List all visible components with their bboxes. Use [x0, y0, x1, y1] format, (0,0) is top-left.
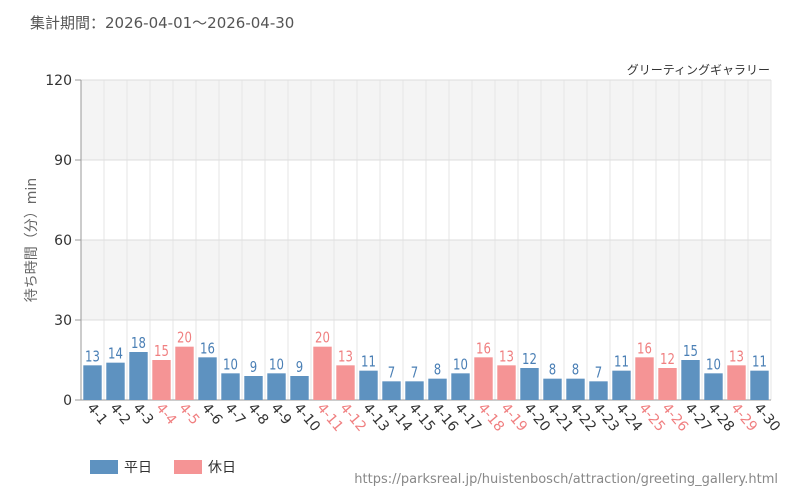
bar-value-label: 11: [361, 354, 376, 371]
bar-value-label: 7: [388, 365, 395, 382]
x-tick-label: 4-7: [221, 400, 248, 428]
bar: [474, 357, 493, 400]
bar-value-label: 14: [108, 346, 123, 363]
bar: [750, 370, 769, 400]
bar-value-label: 13: [499, 349, 514, 366]
period-label: 集計期間：2026-04-01～2026-04-30: [30, 14, 295, 32]
bar-value-label: 10: [223, 357, 238, 374]
y-tick-label: 120: [45, 73, 72, 89]
bar: [359, 370, 378, 400]
legend-label-holiday: 休日: [208, 460, 236, 476]
bar: [658, 368, 677, 400]
legend-item-weekday: 平日: [90, 457, 152, 477]
bar-value-label: 15: [154, 344, 169, 361]
bar-value-label: 8: [549, 362, 556, 379]
legend-swatch-holiday: [174, 460, 202, 474]
x-tick-label: 4-3: [129, 400, 156, 428]
bar: [221, 373, 240, 400]
bar-value-label: 7: [595, 365, 602, 382]
bar: [313, 346, 332, 400]
source-url[interactable]: https://parksreal.jp/huistenbosch/attrac…: [354, 472, 778, 487]
bar-value-label: 16: [200, 341, 215, 358]
bar-value-label: 8: [434, 362, 441, 379]
bar: [635, 357, 654, 400]
bar-value-label: 12: [522, 352, 537, 369]
bar-value-label: 18: [131, 336, 146, 353]
bar: [543, 378, 562, 400]
x-tick-label: 4-8: [244, 400, 271, 428]
bar-value-label: 11: [614, 354, 629, 371]
bar: [520, 368, 539, 400]
bar: [681, 360, 700, 400]
bar: [589, 381, 608, 400]
bar: [566, 378, 585, 400]
bar: [152, 360, 171, 400]
bar: [451, 373, 470, 400]
bar: [198, 357, 217, 400]
x-tick-label: 4-9: [267, 400, 294, 428]
x-tick-label: 4-2: [106, 400, 133, 428]
bar: [267, 373, 286, 400]
bar-value-label: 8: [572, 362, 579, 379]
bar: [612, 370, 631, 400]
bar-value-label: 9: [296, 360, 303, 377]
chart-title: グリーティングギャラリー: [627, 63, 770, 77]
bar: [244, 376, 263, 400]
bar-value-label: 11: [752, 354, 767, 371]
bar-value-label: 15: [683, 344, 698, 361]
y-tick-label: 60: [54, 233, 72, 249]
bar: [727, 365, 746, 400]
bar-value-label: 9: [250, 360, 257, 377]
legend-label-weekday: 平日: [124, 460, 152, 476]
bar-value-label: 16: [637, 341, 652, 358]
y-tick-label: 90: [54, 153, 72, 169]
bar-value-label: 10: [453, 357, 468, 374]
bar: [83, 365, 102, 400]
bar: [290, 376, 309, 400]
bar: [129, 352, 148, 400]
bar: [497, 365, 516, 400]
bar-value-label: 20: [315, 330, 330, 347]
bar-value-label: 13: [338, 349, 353, 366]
y-tick-label: 30: [54, 313, 72, 329]
bar-value-label: 20: [177, 330, 192, 347]
x-tick-label: 4-4: [152, 400, 179, 428]
bar: [405, 381, 424, 400]
bar-value-label: 13: [729, 349, 744, 366]
legend-item-holiday: 休日: [174, 457, 236, 477]
legend: 平日 休日: [90, 457, 236, 477]
bar-value-label: 7: [411, 365, 418, 382]
bar: [175, 346, 194, 400]
bar-value-label: 12: [660, 352, 675, 369]
bar-value-label: 10: [706, 357, 721, 374]
x-tick-label: 4-6: [198, 400, 225, 428]
bar-value-label: 13: [85, 349, 100, 366]
bar: [336, 365, 355, 400]
bar: [382, 381, 401, 400]
y-axis-label: 待ち時間（分）min: [24, 178, 40, 302]
bar: [428, 378, 447, 400]
x-tick-label: 4-1: [83, 400, 110, 428]
x-tick-label: 4-5: [175, 400, 202, 428]
bar: [704, 373, 723, 400]
bar: [106, 362, 125, 400]
bar-value-label: 10: [269, 357, 284, 374]
bar-value-label: 16: [476, 341, 491, 358]
y-tick-label: 0: [63, 393, 72, 409]
legend-swatch-weekday: [90, 460, 118, 474]
